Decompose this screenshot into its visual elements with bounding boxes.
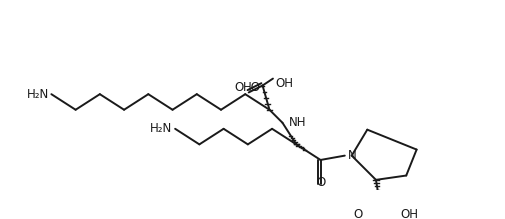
Text: NH: NH [288,116,306,129]
Text: OH: OH [276,77,293,90]
Text: N: N [347,149,356,162]
Text: OH: OH [400,208,418,219]
Text: H₂N: H₂N [27,88,49,101]
Text: H₂N: H₂N [150,122,173,135]
Text: O: O [234,81,243,94]
Text: O: O [354,208,363,219]
Text: O: O [316,176,325,189]
Text: HO: HO [243,81,261,94]
